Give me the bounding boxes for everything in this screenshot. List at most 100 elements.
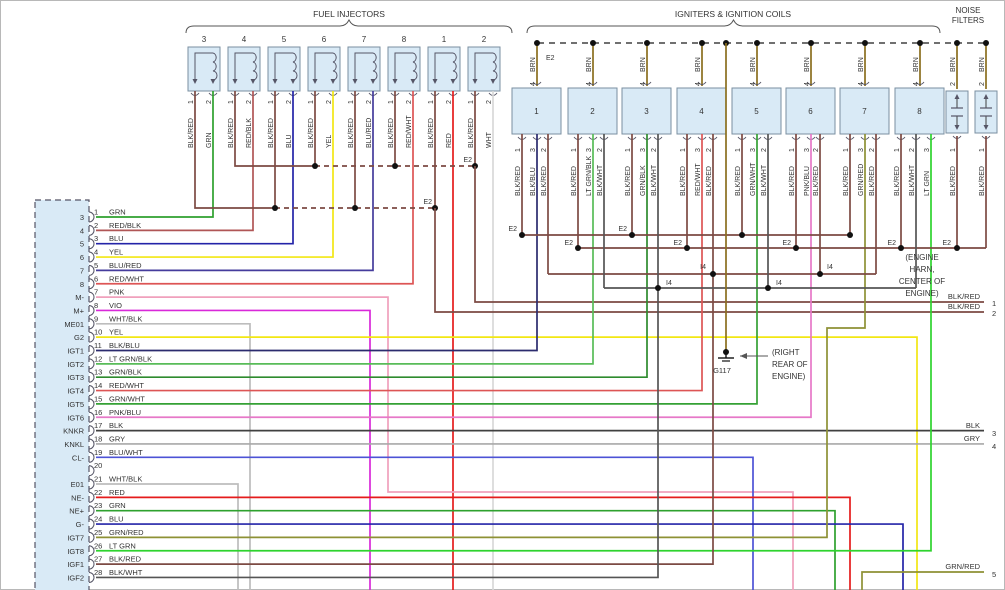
- junction-i4-label: I4: [776, 280, 782, 287]
- connector-pin-number: 27: [94, 555, 102, 564]
- injector-coil-icon: [234, 52, 253, 80]
- injector-pin-number: 2: [246, 100, 253, 104]
- wire-blu: [96, 523, 904, 590]
- connector-pin-number: 17: [94, 421, 102, 430]
- engine-ground-note: ENGINE): [905, 289, 939, 298]
- arrow-icon: [490, 79, 496, 84]
- section-title-fuel-injectors: FUEL INJECTORS: [313, 9, 385, 19]
- igniter-number: 2: [590, 107, 595, 116]
- igniter-pin-number: 3: [750, 148, 757, 152]
- connector-pin-number: 5: [94, 261, 98, 270]
- pin-bracket: [88, 518, 95, 530]
- arrow-icon: [290, 79, 296, 84]
- igniter-pin-wire: PNK/BLU: [804, 166, 811, 196]
- connector-pin-number: 4: [94, 248, 98, 257]
- connector-pin-number: 8: [94, 301, 98, 310]
- section-title-noise-filters: NOISE: [956, 6, 981, 15]
- igniter-top-wire: BRN: [913, 57, 920, 72]
- section-title-igniters: IGNITERS & IGNITION COILS: [675, 9, 792, 19]
- arrow-icon: [983, 125, 989, 130]
- pin-bracket: [88, 505, 95, 517]
- injector-pin-wire: BLK/RED: [348, 118, 355, 148]
- wire-blk-red: [194, 91, 275, 209]
- igniter-number: 3: [644, 107, 649, 116]
- connector-pin-wire-label: GRN: [109, 208, 126, 217]
- pin-bracket: [88, 531, 95, 543]
- edge-wire-label: BLK/RED: [948, 302, 981, 311]
- pin-bracket: [88, 238, 95, 250]
- igniter-pin-wire: BLK/WHT: [909, 164, 916, 196]
- igniter-pin-wire: LT GRN/BLK: [586, 155, 593, 196]
- igniter-pin-number: 1: [571, 148, 578, 152]
- connector-pin-number: 7: [94, 288, 98, 297]
- connector-pin-wire-label: RED: [109, 488, 125, 497]
- igniter-pin-wire: BLK/RED: [843, 166, 850, 196]
- noise-filter-box: [945, 90, 969, 134]
- arrow-icon: [432, 79, 438, 84]
- arrow-icon: [472, 79, 478, 84]
- igniter-pin-number: 2: [597, 148, 604, 152]
- connector-pin-name: M+: [73, 306, 84, 315]
- pin-bracket: [88, 558, 95, 570]
- injector-pin-number: 2: [486, 100, 493, 104]
- junction-dot: [739, 232, 745, 238]
- connector-pin-number: 16: [94, 408, 102, 417]
- connector-pin-name: IGT4: [67, 387, 84, 396]
- igniter-pin-wire: BLK/RED: [571, 166, 578, 196]
- connector-pin-number: 14: [94, 381, 102, 390]
- injector-number: 1: [442, 35, 447, 44]
- connector-pin-name: IGF2: [67, 573, 84, 582]
- pin-bracket: [88, 451, 95, 463]
- igniter-top-pin-number: 4: [695, 82, 702, 86]
- pin-bracket: [88, 304, 95, 316]
- wire-blk-red: [434, 208, 984, 313]
- pin-bracket: [88, 465, 95, 477]
- connector-pin-number: 3: [94, 234, 98, 243]
- injector-coil-icon: [492, 52, 498, 81]
- connector-pin-wire-label: PNK: [109, 288, 124, 297]
- wire-blk-red: [234, 91, 315, 167]
- injector-pin-wire: BLK/RED: [308, 118, 315, 148]
- connector-pin-wire-label: YEL: [109, 328, 123, 337]
- igniter-pin-number: 1: [735, 148, 742, 152]
- junction-dot: [392, 163, 398, 169]
- connector-pin-number: 15: [94, 394, 102, 403]
- connector-pin-number: 18: [94, 434, 102, 443]
- wire-grn: [96, 509, 836, 590]
- wire-pnk-blu: [96, 134, 812, 419]
- igniter-pin-wire: BLK/RED: [680, 166, 687, 196]
- connector-pin-wire-label: VIO: [109, 301, 122, 310]
- wire-yel: [96, 336, 918, 590]
- connector-pin-wire-label: BLU: [109, 234, 124, 243]
- pin-connector-symbol: [915, 81, 925, 85]
- junction-dot: [862, 40, 868, 46]
- junction-dot: [954, 40, 960, 46]
- igniter-pin-number: 2: [869, 148, 876, 152]
- wire-blk-red: [474, 166, 984, 303]
- injector-number: 5: [282, 35, 287, 44]
- igniter-pin-number: 1: [843, 148, 850, 152]
- injector-pin-wire: WHT: [486, 131, 493, 148]
- injector-coil-icon: [474, 52, 493, 80]
- connector-pin-wire-label: LT GRN: [109, 541, 136, 550]
- connector-pin-wire-label: BLU/WHT: [109, 448, 143, 457]
- igniter-pin-number: 3: [695, 148, 702, 152]
- edge-tag-number: 4: [992, 442, 996, 451]
- junction-e2-label: E2: [463, 157, 472, 164]
- igniter-top-pin-number: 4: [750, 82, 757, 86]
- arrow-icon: [983, 94, 989, 99]
- injector-pin-wire: YEL: [326, 135, 333, 148]
- wire-red-wht: [96, 91, 414, 285]
- injector-number: 2: [482, 35, 487, 44]
- junction-dot: [954, 245, 960, 251]
- connector-pin-wire-label: BLK/RED: [109, 555, 142, 564]
- connector-pin-name: NE+: [69, 507, 84, 516]
- arrow-icon: [232, 79, 238, 84]
- junction-dot: [808, 40, 814, 46]
- igniter-number: 7: [862, 107, 867, 116]
- injector-pin-wire: RED: [446, 133, 453, 148]
- injector-pin-number: 1: [188, 100, 195, 104]
- igniter-number: 4: [699, 107, 704, 116]
